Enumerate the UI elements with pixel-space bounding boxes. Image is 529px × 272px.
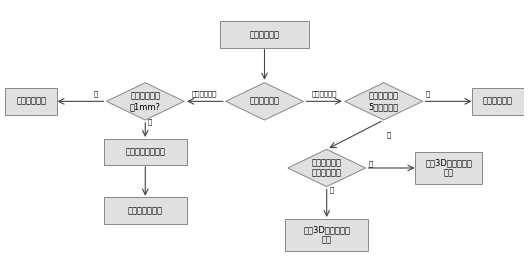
- Text: 放弃本次打印: 放弃本次打印: [483, 97, 513, 106]
- Polygon shape: [345, 83, 423, 120]
- Text: 否: 否: [426, 91, 430, 97]
- FancyBboxPatch shape: [415, 152, 482, 184]
- FancyBboxPatch shape: [104, 139, 187, 165]
- Text: 切除出错的打印层: 切除出错的打印层: [125, 147, 165, 156]
- Text: 是: 是: [330, 187, 334, 193]
- Text: 作品打印尺寸
小于预期尺寸: 作品打印尺寸 小于预期尺寸: [312, 158, 342, 178]
- Text: 水平打印错误: 水平打印错误: [192, 91, 217, 97]
- Text: 否: 否: [94, 91, 98, 97]
- Text: 层叠打印错误: 层叠打印错误: [312, 91, 337, 97]
- Text: 是: 是: [386, 131, 390, 138]
- Text: 放弃本次打印: 放弃本次打印: [16, 97, 46, 106]
- Text: 暂停当前打印: 暂停当前打印: [250, 30, 279, 39]
- Text: 否: 否: [369, 160, 373, 167]
- Text: 增加3D打印层打印
次数: 增加3D打印层打印 次数: [303, 225, 350, 244]
- Text: 判断错误类型: 判断错误类型: [250, 97, 279, 106]
- Text: 重新打印切除层: 重新打印切除层: [128, 206, 163, 215]
- Polygon shape: [288, 149, 366, 187]
- FancyBboxPatch shape: [285, 219, 368, 251]
- FancyBboxPatch shape: [104, 197, 187, 224]
- FancyBboxPatch shape: [5, 88, 57, 115]
- Text: 减岑3D打印层打印
次数: 减岑3D打印层打印 次数: [425, 158, 472, 178]
- FancyBboxPatch shape: [472, 88, 524, 115]
- Polygon shape: [106, 83, 184, 120]
- Text: 已打印高度大
于1mm?: 已打印高度大 于1mm?: [130, 92, 161, 111]
- FancyBboxPatch shape: [221, 21, 308, 48]
- Text: 成品高度大于
5层打印高度: 成品高度大于 5层打印高度: [369, 92, 399, 111]
- Polygon shape: [226, 83, 304, 120]
- Text: 是: 是: [148, 118, 152, 125]
